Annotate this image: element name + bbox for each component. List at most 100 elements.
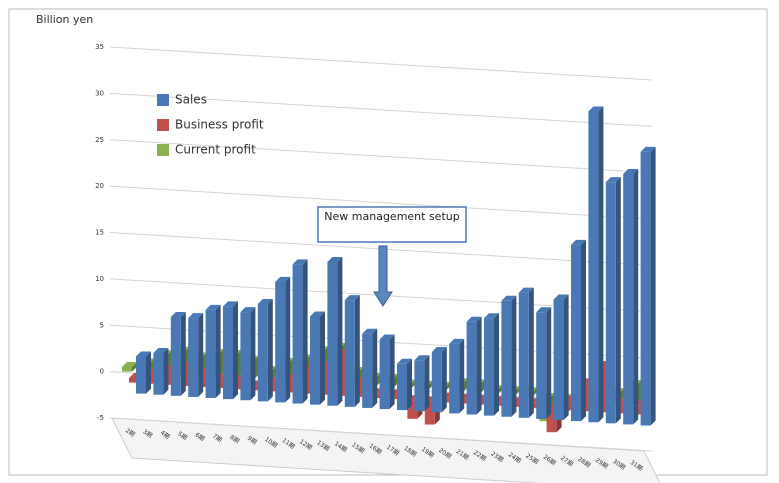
annotation-arrow (373, 245, 393, 307)
bar (292, 264, 303, 404)
bar-top (536, 307, 552, 313)
bar-side (407, 358, 412, 411)
grid-line (109, 417, 653, 452)
bar-side (180, 311, 186, 396)
bar (257, 303, 268, 402)
legend-label: Current profit (175, 143, 256, 157)
bar (397, 363, 407, 411)
bar-top (640, 146, 656, 152)
y-tick-label: 10 (95, 275, 104, 283)
annotation-box (317, 206, 467, 243)
bar (250, 385, 261, 391)
bar (459, 398, 470, 404)
bar-top (223, 301, 238, 307)
bar (616, 404, 627, 414)
bar-top (623, 169, 639, 174)
bar (511, 402, 522, 407)
bar (588, 111, 599, 423)
bar (564, 400, 574, 411)
grid-line (109, 92, 653, 127)
bar (449, 343, 460, 414)
bar-top (605, 177, 621, 183)
bar-top (240, 307, 256, 313)
bar-top (122, 361, 137, 367)
bar-side (198, 313, 204, 397)
bar-side (459, 338, 465, 414)
bar (501, 300, 512, 417)
bar (327, 261, 338, 406)
annotation: New management setup (317, 206, 467, 307)
bar (153, 352, 164, 395)
bar-top (188, 313, 204, 319)
bar-top (275, 276, 291, 282)
bar-top (588, 106, 604, 112)
bar (477, 399, 487, 405)
grid-line (109, 46, 653, 81)
y-tick-label: 0 (100, 368, 104, 376)
bar (310, 316, 320, 405)
bar (546, 409, 557, 433)
bar-side (563, 294, 569, 421)
bar (466, 321, 477, 415)
bar-side (598, 106, 604, 423)
bar (275, 281, 286, 403)
bar (605, 182, 616, 424)
bar-side (337, 256, 343, 406)
bar-side (372, 328, 378, 408)
y-tick-label: 20 (95, 182, 104, 190)
bar (414, 360, 425, 412)
bar (146, 374, 157, 384)
grid-line (109, 185, 653, 220)
bar-top (518, 287, 534, 293)
bar (303, 370, 313, 394)
bar-side (546, 307, 552, 419)
bar-top (431, 347, 447, 353)
bar (536, 312, 547, 419)
bar (372, 393, 383, 399)
bar-top (327, 256, 343, 262)
bar (240, 312, 251, 401)
bar (337, 354, 348, 396)
bar-top (553, 294, 569, 300)
bar-top (449, 338, 465, 344)
bar (518, 292, 529, 418)
y-tick-label: 15 (95, 229, 104, 237)
bar (633, 405, 644, 415)
bar-top (397, 358, 412, 364)
bar-top (414, 355, 430, 361)
y-tick-label: 30 (95, 89, 104, 97)
bar (529, 403, 540, 408)
bar (216, 378, 226, 389)
bar-top (136, 351, 151, 357)
grid-line (109, 139, 653, 174)
bar (581, 383, 592, 412)
bar (223, 306, 233, 400)
bar (344, 300, 355, 407)
bar-side (389, 334, 395, 410)
bar-top (153, 347, 169, 353)
bar (163, 370, 174, 385)
annotation-text-box: New management setup (324, 210, 459, 223)
bar (129, 377, 139, 383)
bar-side (528, 287, 534, 418)
bar-side (163, 347, 169, 395)
bar-top (257, 298, 273, 304)
bar-side (494, 313, 499, 416)
bar (355, 383, 366, 397)
bar (379, 339, 390, 410)
bar (362, 333, 373, 408)
bar (285, 378, 296, 393)
bar-top (466, 316, 482, 322)
y-tick-label: 5 (100, 321, 104, 329)
bar (170, 316, 181, 396)
bar-top (362, 328, 378, 334)
bar (442, 397, 453, 403)
bar (407, 400, 418, 419)
bar (233, 379, 244, 390)
bar (598, 365, 609, 413)
bar (553, 299, 564, 421)
bar-top (310, 311, 325, 317)
bar-side (132, 361, 137, 372)
bar-side (146, 351, 151, 394)
